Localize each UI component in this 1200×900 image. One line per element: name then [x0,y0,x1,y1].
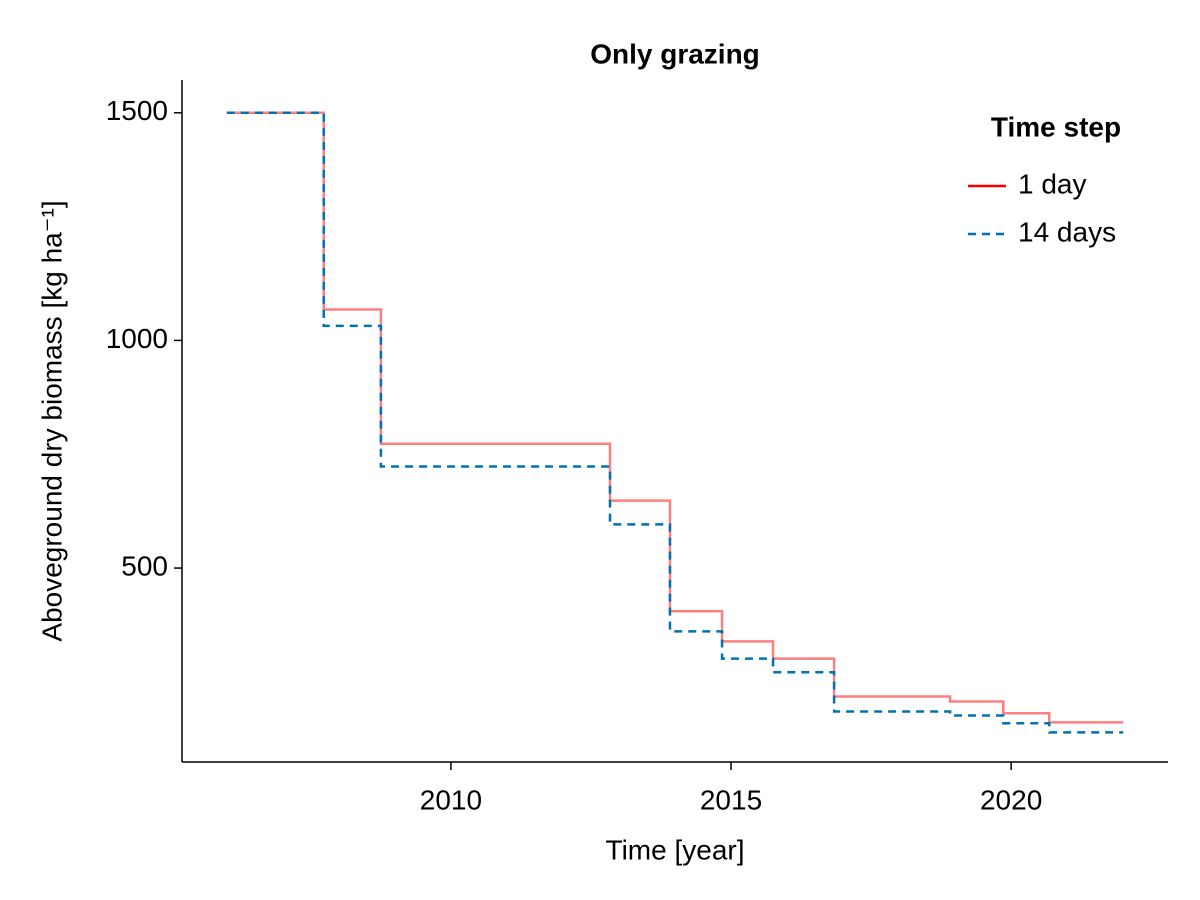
x-axis-label: Time [year] [606,834,745,865]
y-axis-label: Aboveground dry biomass [kg ha⁻¹] [36,200,67,641]
chart-title: Only grazing [590,38,760,69]
legend-label: 1 day [1018,168,1087,199]
x-tick-label: 2010 [420,784,482,815]
y-tick-label: 500 [121,550,168,581]
data-line [226,111,1124,734]
data-line [226,111,1124,724]
y-tick-label: 1000 [106,323,168,354]
legend-title: Time step [991,111,1121,142]
x-tick-label: 2020 [980,784,1042,815]
legend-label: 14 days [1018,216,1116,247]
x-tick-label: 2015 [700,784,762,815]
y-tick-label: 1500 [106,95,168,126]
